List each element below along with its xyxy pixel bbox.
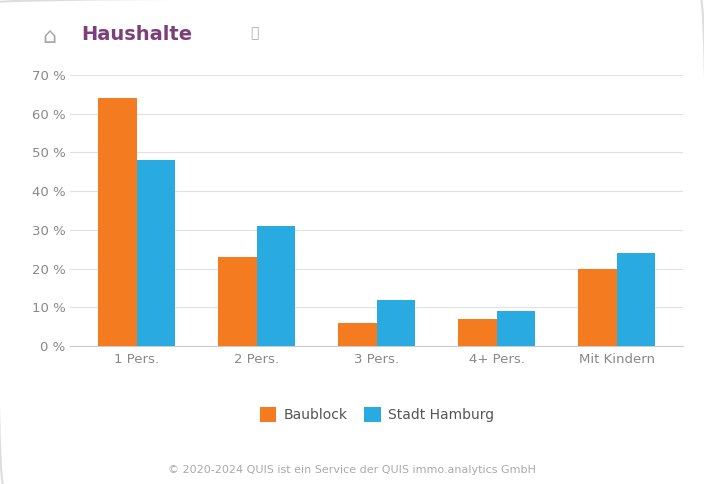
Bar [338,323,377,346]
Bar [496,311,535,346]
Bar [257,226,295,346]
Bar [137,160,175,346]
Bar [458,319,496,346]
Bar [617,253,655,346]
Text: Haushalte: Haushalte [81,25,192,44]
Bar [218,257,257,346]
Text: ⌂: ⌂ [42,27,56,46]
Bar [99,98,137,346]
Text: © 2020-2024 QUIS ist ein Service der QUIS immo.analytics GmbH: © 2020-2024 QUIS ist ein Service der QUI… [168,465,536,475]
Bar [377,300,415,346]
Text: ⓘ: ⓘ [250,26,258,40]
Bar [578,269,617,346]
Legend: Baublock, Stadt Hamburg: Baublock, Stadt Hamburg [254,402,499,428]
